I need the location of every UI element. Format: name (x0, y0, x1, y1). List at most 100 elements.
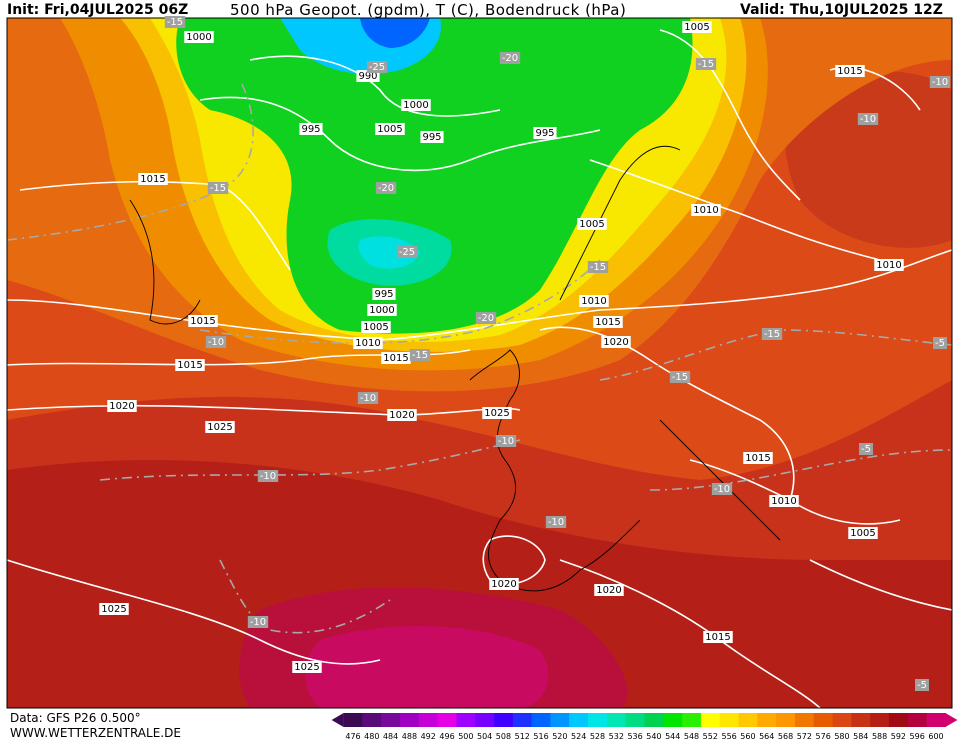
isobar-label: 1015 (595, 317, 620, 328)
colorbar-swatch (870, 713, 890, 727)
colorbar-swatch (362, 713, 382, 727)
isotherm-label-box (357, 392, 379, 404)
isobar-label-box (372, 288, 396, 300)
isotherm-label: -15 (590, 262, 606, 273)
isobar-label-box (601, 336, 631, 348)
isotherm-label-box (669, 371, 691, 383)
isotherm-label-box (475, 312, 497, 324)
data-source: Data: GFS P26 0.500° (10, 711, 141, 725)
isotherm-label: -15 (672, 372, 688, 383)
isobar-label: 1020 (603, 337, 628, 348)
isobar-label-box (848, 527, 878, 539)
isobar-label: 1015 (837, 66, 862, 77)
colorbar-label: 528 (590, 732, 605, 741)
isotherm-label: -10 (548, 517, 564, 528)
isotherm-label-box (859, 443, 873, 455)
colorbar-label: 504 (477, 732, 492, 741)
isobar-label-box (482, 407, 512, 419)
colorbar-swatch (719, 713, 740, 727)
isotherm-label-box (247, 616, 269, 628)
colorbar-swatch (851, 713, 871, 727)
isotherm-label: -10 (250, 617, 266, 628)
isobar-label-box (292, 661, 322, 673)
isobar-label-box (184, 31, 214, 43)
isotherm-label-box (761, 328, 783, 340)
isobar-label-box (533, 127, 557, 139)
isotherm-label-box (915, 679, 929, 691)
isotherm-label: -10 (932, 77, 948, 88)
isotherm-label: -20 (502, 53, 518, 64)
colorbar-label: 592 (891, 732, 906, 741)
colorbar-swatch (569, 713, 589, 727)
isotherm-label: -20 (378, 183, 394, 194)
colorbar-swatch (813, 713, 834, 727)
init-time: Init: Fri,04JUL2025 06Z (7, 2, 188, 18)
isotherm-label-box (587, 261, 609, 273)
isotherm-label: -20 (478, 313, 494, 324)
isobar-label-box (188, 315, 218, 327)
isobar-label-box (874, 259, 904, 271)
colorbar-label: 488 (402, 732, 417, 741)
colorbar-swatch (926, 713, 946, 727)
colorbar-label: 524 (571, 732, 586, 741)
isobar-label-box (361, 321, 391, 333)
colorbar-label: 572 (797, 732, 812, 741)
isobar-label: 1000 (186, 32, 211, 43)
colorbar-label: 496 (439, 732, 454, 741)
isotherm-label-box (495, 435, 517, 447)
colorbar-swatch (475, 713, 495, 727)
isotherm-label: -15 (167, 17, 183, 28)
isobar-label: 1015 (745, 453, 770, 464)
isobar-label-box (205, 421, 235, 433)
isotherm-label-box (257, 470, 279, 482)
colorbar-swatch (494, 713, 514, 727)
isotherm-label-box (929, 76, 951, 88)
isobar-label: 1015 (140, 174, 165, 185)
colorbar-label: 564 (759, 732, 774, 741)
isotherm-label: -5 (861, 444, 871, 455)
isobar-label-box (769, 495, 799, 507)
isotherm-label-box (366, 61, 388, 73)
isobar-label: 1000 (403, 100, 428, 111)
isobar-label: 1025 (294, 662, 319, 673)
isobar-label-box (138, 173, 168, 185)
colorbar-label: 556 (721, 732, 736, 741)
colorbar-swatch (588, 713, 608, 727)
isobar-label-box (835, 65, 865, 77)
isobar-label: 1020 (596, 585, 621, 596)
colorbar-swatch (625, 713, 645, 727)
colorbar-swatch (663, 713, 683, 727)
colorbar-label: 484 (383, 732, 398, 741)
colorbar-label: 532 (609, 732, 624, 741)
map-title: 500 hPa Geopot. (gpdm), T (C), Bodendruc… (230, 1, 626, 19)
map (6, 17, 953, 709)
isobar-label: 1015 (177, 360, 202, 371)
isotherm-label: -10 (208, 337, 224, 348)
colorbar-swatch (757, 713, 777, 727)
isobar-label: 995 (374, 289, 393, 300)
isobar-label: 1005 (377, 124, 402, 135)
isobar-label: 1005 (579, 219, 604, 230)
colorbar-label: 540 (646, 732, 661, 741)
isobar-label-box (682, 21, 712, 33)
isotherm-label: -10 (260, 471, 276, 482)
colorbar-label: 552 (703, 732, 718, 741)
colorbar-label: 576 (816, 732, 831, 741)
valid-time: Valid: Thu,10JUL2025 12Z (740, 2, 943, 18)
isobar-label-box (489, 578, 519, 590)
isobar-label-box (577, 218, 607, 230)
colorbar-swatch (644, 713, 664, 727)
colorbar-swatch (606, 713, 627, 727)
colorbar-swatch (832, 713, 852, 727)
isotherm-label: -10 (860, 114, 876, 125)
colorbar-swatch (400, 713, 420, 727)
isobar-label-box (387, 409, 417, 421)
isotherm-label-box (545, 516, 567, 528)
colorbar-swatch (550, 713, 570, 727)
colorbar-label: 520 (552, 732, 567, 741)
isobar-label: 1010 (355, 338, 380, 349)
isobar-label-box (743, 452, 773, 464)
isobar-label-box (107, 400, 137, 412)
colorbar-swatch (456, 713, 476, 727)
